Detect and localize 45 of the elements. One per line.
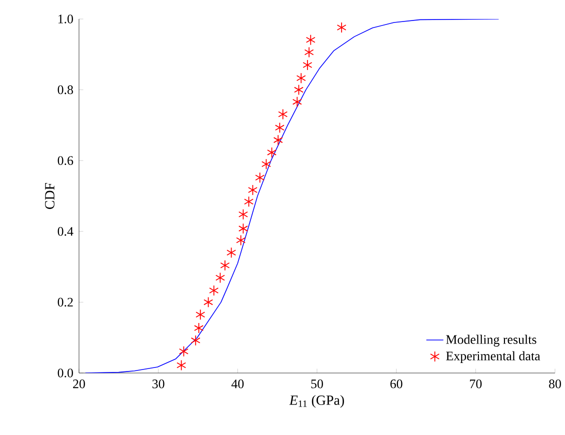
point bbox=[294, 84, 304, 96]
point bbox=[220, 260, 230, 271]
point bbox=[302, 60, 312, 70]
point bbox=[178, 346, 188, 357]
x-tick-label: 50 bbox=[311, 380, 323, 388]
point bbox=[215, 272, 225, 284]
y-axis-title: CDF bbox=[45, 182, 54, 209]
point bbox=[226, 247, 236, 258]
y-tick-label: 0.8 bbox=[58, 85, 73, 94]
point bbox=[255, 172, 265, 184]
y-tick-label: 0.4 bbox=[58, 227, 74, 236]
point bbox=[274, 122, 284, 134]
point bbox=[292, 96, 302, 108]
point bbox=[238, 223, 248, 234]
y-tick-label: 0.2 bbox=[58, 298, 73, 307]
point bbox=[267, 147, 277, 158]
point bbox=[244, 196, 254, 208]
x-tick-label: 40 bbox=[231, 380, 244, 388]
point bbox=[248, 184, 258, 196]
point bbox=[194, 322, 204, 334]
point bbox=[190, 335, 200, 346]
x-tick-label: 60 bbox=[390, 380, 402, 388]
point bbox=[304, 46, 314, 58]
y-tick-label: 1.0 bbox=[58, 14, 73, 24]
point bbox=[306, 34, 316, 46]
point bbox=[196, 309, 206, 320]
point bbox=[238, 208, 248, 220]
point bbox=[278, 108, 288, 120]
x-tick-label: 20 bbox=[73, 380, 85, 388]
legend-label: Experimental data bbox=[446, 351, 540, 363]
point bbox=[261, 158, 271, 170]
point bbox=[176, 360, 186, 371]
x-tick-label: 70 bbox=[470, 380, 482, 388]
point bbox=[336, 22, 346, 33]
x-axis-title: E$_{11}$ (GPa) bbox=[289, 395, 344, 408]
point bbox=[236, 234, 246, 246]
point bbox=[209, 285, 219, 296]
point bbox=[296, 72, 306, 84]
x-tick-label: 30 bbox=[152, 380, 164, 388]
y-tick-label: 0.0 bbox=[58, 368, 73, 378]
y-tick-label: 0.6 bbox=[58, 156, 74, 165]
point bbox=[204, 296, 214, 308]
legend-label: Modelling results bbox=[446, 334, 536, 347]
point bbox=[273, 134, 283, 146]
x-tick-label: 80 bbox=[549, 380, 561, 388]
